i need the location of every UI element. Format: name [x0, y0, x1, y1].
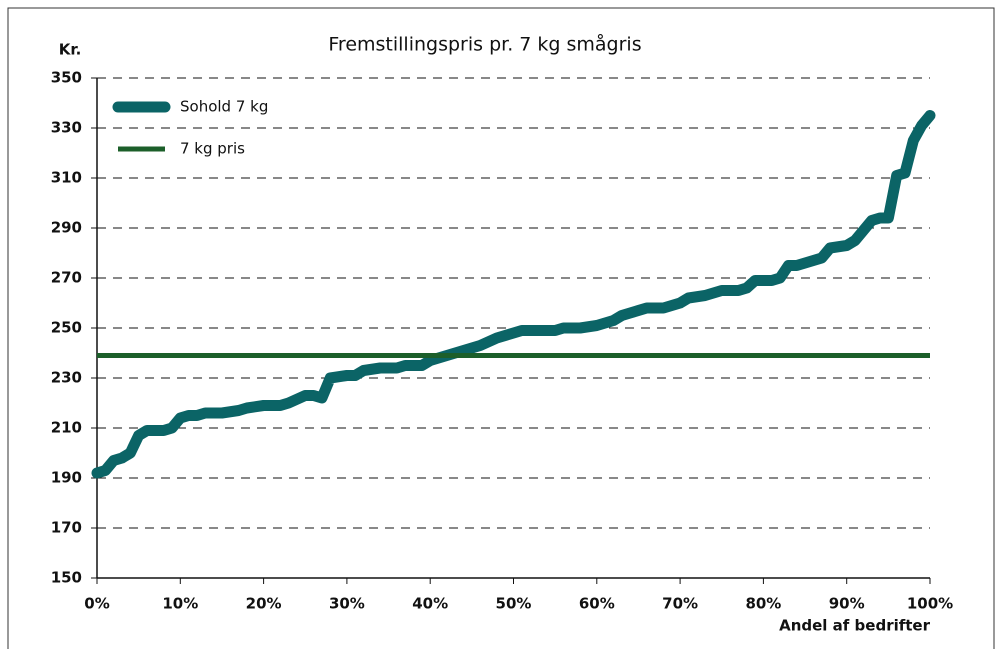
- y-tick-label: 210: [51, 419, 82, 437]
- y-tick-label: 250: [51, 319, 82, 337]
- x-tick-label: 80%: [745, 595, 781, 613]
- x-tick-label: 90%: [829, 595, 865, 613]
- x-tick-label: 10%: [162, 595, 198, 613]
- y-axis-label: Kr.: [59, 41, 82, 59]
- legend-label: 7 kg pris: [180, 140, 245, 158]
- y-tick-label: 230: [51, 369, 82, 387]
- x-tick-label: 40%: [412, 595, 448, 613]
- chart-title: Fremstillingspris pr. 7 kg smågris: [328, 33, 641, 56]
- y-tick-label: 190: [51, 469, 82, 487]
- x-tick-label: 30%: [329, 595, 365, 613]
- y-tick-label: 270: [51, 269, 82, 287]
- x-tick-label: 60%: [579, 595, 615, 613]
- x-axis-label: Andel af bedrifter: [779, 617, 930, 635]
- y-tick-label: 290: [51, 219, 82, 237]
- y-tick-label: 170: [51, 519, 82, 537]
- x-tick-label: 50%: [496, 595, 532, 613]
- frame: [7, 7, 995, 653]
- x-tick-label: 100%: [907, 595, 953, 613]
- y-tick-label: 330: [51, 119, 82, 137]
- legend-label: Sohold 7 kg: [180, 98, 268, 116]
- line-series: [91, 110, 936, 479]
- y-tick-label: 350: [51, 69, 82, 87]
- x-tick-label: 0%: [84, 595, 109, 613]
- y-tick-label: 150: [51, 569, 82, 587]
- x-tick-label: 20%: [246, 595, 282, 613]
- x-tick-label: 70%: [662, 595, 698, 613]
- y-tick-label: 310: [51, 169, 82, 187]
